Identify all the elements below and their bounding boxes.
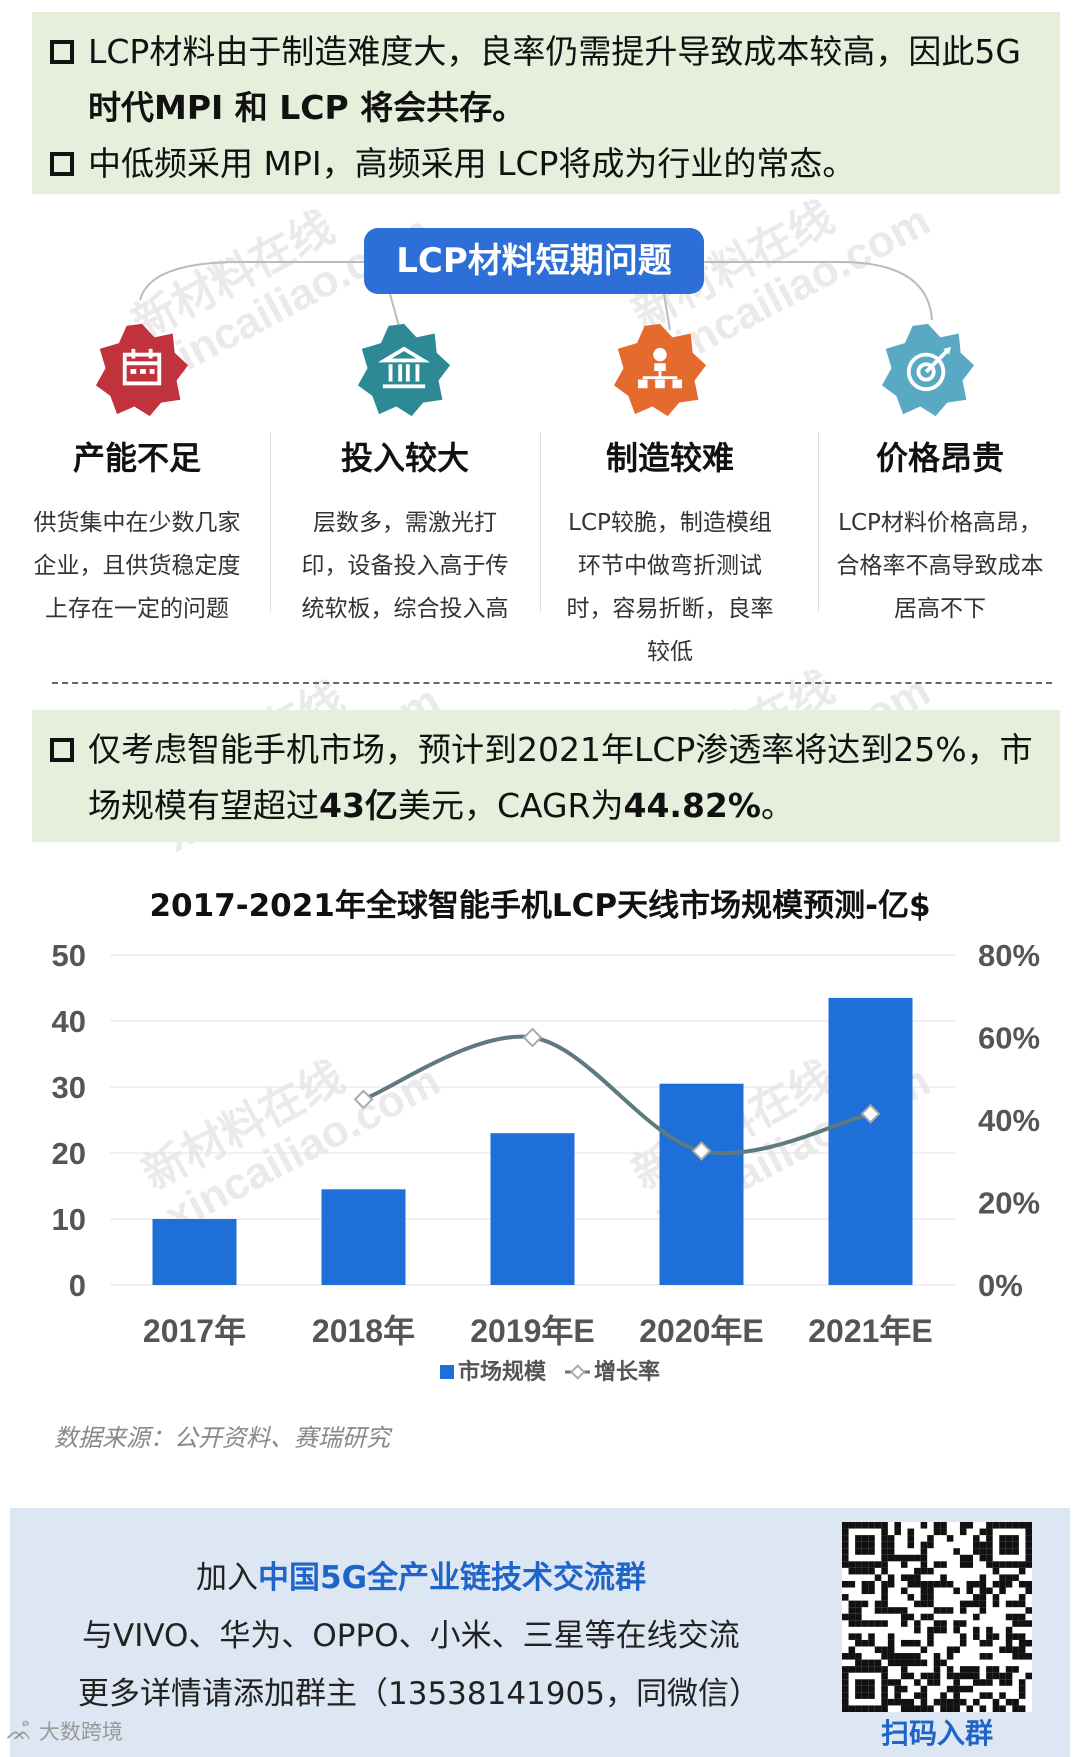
problem-desc-price: LCP材料价格高昂， 合格率不高导致成本 居高不下: [836, 510, 1044, 622]
y2-tick-label: 60%: [978, 1021, 1040, 1056]
growth-rate-point: [691, 1141, 712, 1161]
y-tick-label: 40: [52, 1004, 86, 1039]
divider: [540, 432, 541, 612]
y-tick-label: 20: [52, 1136, 86, 1171]
problem-title: LCP材料短期问题: [364, 228, 704, 294]
problem-title-capacity: 产能不足: [72, 439, 201, 477]
target-icon: [881, 323, 975, 417]
market-size-chart: 0 10 20 30 40 50 0% 20% 40% 60% 80% 2017年 2018年 2019年…: [52, 938, 1041, 1384]
bar-2: [321, 1189, 406, 1285]
qr-label: 扫码入群: [880, 1717, 993, 1750]
calendar-icon: [95, 323, 189, 417]
growth-rate-point: [522, 1027, 543, 1048]
y-tick-label: 0: [69, 1268, 86, 1303]
org-chart-icon: [613, 323, 707, 417]
bar-5: [828, 997, 913, 1285]
section-divider: [52, 682, 1052, 684]
problem-connector-arcs: [139, 261, 933, 331]
conclusion-box: LCP材料由于制造难度大，良率仍需提升导致成本较高，因此5G 时代MPI 和 L…: [32, 12, 1060, 194]
legend-label-line: 增长率: [594, 1359, 660, 1384]
y2-tick-label: 40%: [978, 1103, 1040, 1138]
x-tick-label: 2017年: [143, 1313, 246, 1349]
y-tick-label: 30: [52, 1070, 86, 1105]
data-source: 数据来源：公开资料、赛瑞研究: [54, 1424, 390, 1452]
growth-rate-point: [860, 1103, 881, 1124]
bullet-frequency: 中低频采用 MPI，高频采用 LCP将成为行业的常态。: [46, 136, 1046, 192]
footer-line-join: 加入中国5G全产业链技术交流群: [196, 1560, 647, 1596]
growth-rate-line: [362, 1034, 871, 1156]
problem-desc-investment: 层数多，需激光打 印，设备投入高于传 统软板，综合投入高: [301, 510, 509, 622]
legend-label-bars: 市场规模: [458, 1359, 547, 1384]
y2-tick-label: 0%: [978, 1268, 1023, 1303]
x-tick-label: 2021年E: [808, 1313, 933, 1349]
problem-capacity: 产能不足 供货集中在少数几家 企业，且供货稳定度 上存在一定的问题: [12, 430, 262, 631]
legend-marker-line: [569, 1364, 586, 1380]
legend-swatch-bars: [440, 1365, 454, 1379]
growth-rate-point: [353, 1089, 374, 1110]
problem-desc-capacity: 供货集中在少数几家 企业，且供货稳定度 上存在一定的问题: [33, 510, 241, 622]
problem-price: 价格昂贵 LCP材料价格高昂， 合格率不高导致成本 居高不下: [815, 430, 1065, 631]
problem-investment: 投入较大 层数多，需激光打 印，设备投入高于传 统软板，综合投入高: [280, 430, 530, 631]
divider: [818, 432, 819, 612]
checkbox-bullet-icon: [50, 40, 74, 64]
problem-desc-manufacturing: LCP较脆，制造模组 环节中做弯折测试 时，容易折断，良率 较低: [566, 510, 774, 665]
checkbox-bullet-icon: [50, 152, 74, 176]
bar-1: [152, 1219, 237, 1285]
problem-title-manufacturing: 制造较难: [605, 439, 734, 477]
divider: [270, 432, 271, 612]
bar-4: [659, 1083, 744, 1285]
problem-title-price: 价格昂贵: [875, 439, 1004, 477]
footer-line-brands: 与VIVO、华为、OPPO、小米、三星等在线交流: [82, 1618, 740, 1654]
x-tick-label: 2018年: [312, 1313, 415, 1349]
x-tick-label: 2020年E: [639, 1313, 764, 1349]
bank-icon: [357, 323, 451, 417]
footer-line-contact: 更多详情请添加群主（13538141905，同微信）: [78, 1676, 760, 1712]
bullet-coexist: LCP材料由于制造难度大，良率仍需提升导致成本较高，因此5G 时代MPI 和 L…: [46, 24, 1046, 136]
y2-tick-label: 80%: [978, 938, 1040, 973]
qr-code[interactable]: [842, 1522, 1032, 1712]
chart-title: 2017-2021年全球智能手机LCP天线市场规模预测-亿$: [149, 888, 931, 924]
corner-logo: ᨏᩧ 大数跨境: [6, 1720, 123, 1744]
market-note-box: 仅考虑智能手机市场，预计到2021年LCP渗透率将达到25%，市场规模有望超过4…: [32, 710, 1060, 842]
bar-3: [490, 1133, 575, 1285]
problem-title-investment: 投入较大: [340, 439, 469, 477]
y-tick-label: 10: [52, 1202, 86, 1237]
problem-manufacturing: 制造较难 LCP较脆，制造模组 环节中做弯折测试 时，容易折断，良率 较低: [545, 430, 795, 674]
y-tick-label: 50: [52, 938, 86, 973]
bullet-market: 仅考虑智能手机市场，预计到2021年LCP渗透率将达到25%，市场规模有望超过4…: [46, 722, 1046, 834]
x-tick-label: 2019年E: [470, 1313, 595, 1349]
checkbox-bullet-icon: [50, 738, 74, 762]
y2-tick-label: 20%: [978, 1186, 1040, 1221]
logo-icon: ᨏᩧ: [6, 1720, 39, 1744]
